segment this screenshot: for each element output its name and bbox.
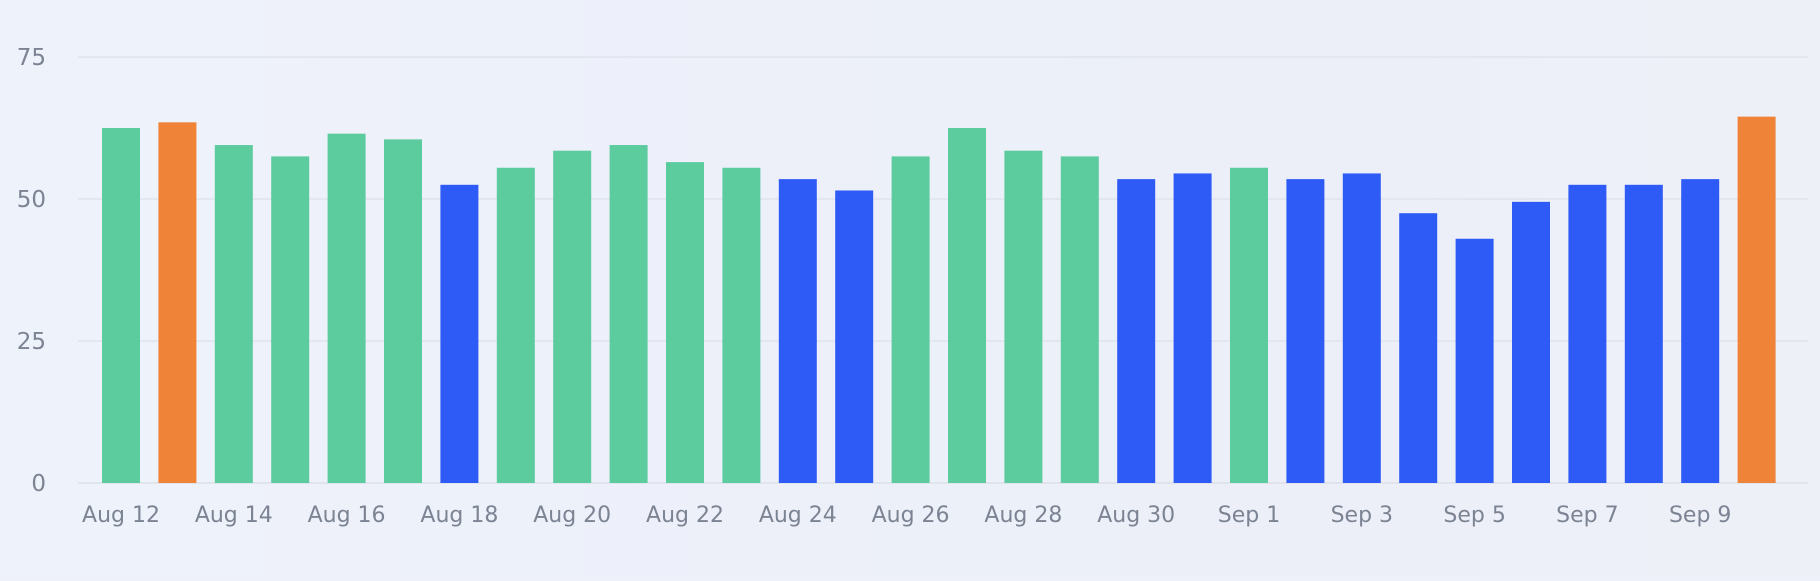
bar-aug-20[interactable] <box>553 150 592 483</box>
bar-aug-25[interactable] <box>835 190 874 484</box>
bar-sep-2[interactable] <box>1286 179 1325 483</box>
bar-aug-13[interactable] <box>158 122 197 483</box>
x-tick-label: Aug 18 <box>420 503 498 528</box>
x-tick-label: Aug 28 <box>984 503 1062 528</box>
bar-sep-5[interactable] <box>1455 238 1494 483</box>
bar-sep-4[interactable] <box>1399 213 1438 483</box>
bar-aug-27[interactable] <box>948 128 986 483</box>
bar-sep-10[interactable] <box>1737 116 1776 483</box>
bar-aug-14[interactable] <box>214 145 253 484</box>
x-tick-label: Sep 9 <box>1669 503 1731 528</box>
bars <box>102 116 1776 484</box>
bar-sep-7[interactable] <box>1568 184 1607 484</box>
bar-aug-30[interactable] <box>1117 179 1156 483</box>
bar-aug-18[interactable] <box>440 184 479 484</box>
bar-aug-16[interactable] <box>327 133 366 483</box>
y-tick-label: 50 <box>17 187 46 213</box>
x-tick-label: Aug 14 <box>195 503 273 528</box>
bar-aug-15[interactable] <box>271 156 310 483</box>
bar-aug-22[interactable] <box>666 162 704 483</box>
bar-aug-12[interactable] <box>102 128 140 483</box>
y-tick-label: 75 <box>17 45 46 71</box>
y-tick-label: 25 <box>17 329 46 355</box>
bar-aug-24[interactable] <box>778 179 817 483</box>
bar-sep-6[interactable] <box>1512 201 1550 483</box>
bar-sep-9[interactable] <box>1681 179 1720 483</box>
x-tick-label: Aug 26 <box>872 503 950 528</box>
x-tick-label: Sep 5 <box>1443 503 1505 528</box>
x-axis: Aug 12 Aug 14 Aug 16 Aug 18 Aug 20 Aug 22 Aug … <box>82 503 1731 528</box>
x-tick-label: Sep 3 <box>1331 503 1393 528</box>
y-axis: 0 25 50 75 <box>17 45 46 497</box>
x-tick-label: Aug 22 <box>646 503 724 528</box>
x-tick-label: Aug 20 <box>533 503 611 528</box>
bar-aug-29[interactable] <box>1060 156 1099 483</box>
bar-aug-19[interactable] <box>496 167 535 483</box>
x-tick-label: Aug 12 <box>82 503 160 528</box>
bar-aug-21[interactable] <box>609 145 648 484</box>
bar-aug-26[interactable] <box>891 156 930 483</box>
x-tick-label: Sep 1 <box>1218 503 1280 528</box>
bar-aug-17[interactable] <box>384 139 422 484</box>
y-tick-label: 0 <box>31 471 46 497</box>
x-tick-label: Sep 7 <box>1556 503 1618 528</box>
x-tick-label: Aug 16 <box>308 503 386 528</box>
bar-aug-31[interactable] <box>1173 173 1212 483</box>
bar-sep-3[interactable] <box>1342 173 1381 483</box>
bar-aug-23[interactable] <box>722 167 761 483</box>
bar-aug-28[interactable] <box>1004 150 1043 483</box>
bar-sep-8[interactable] <box>1624 184 1663 484</box>
bar-sep-1[interactable] <box>1230 167 1268 483</box>
x-tick-label: Aug 24 <box>759 503 837 528</box>
x-tick-label: Aug 30 <box>1097 503 1175 528</box>
